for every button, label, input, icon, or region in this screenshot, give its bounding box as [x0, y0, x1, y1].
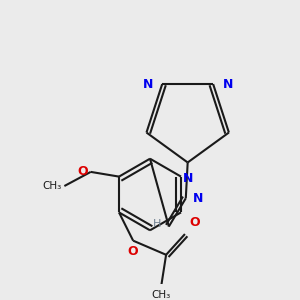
Text: CH₃: CH₃ — [42, 181, 62, 191]
Text: N: N — [182, 172, 193, 185]
Text: H: H — [153, 219, 161, 229]
Text: CH₃: CH₃ — [152, 290, 171, 300]
Text: O: O — [77, 165, 88, 178]
Text: O: O — [190, 216, 200, 230]
Text: N: N — [193, 192, 204, 205]
Text: N: N — [223, 78, 233, 91]
Text: O: O — [128, 245, 138, 258]
Text: N: N — [142, 78, 153, 91]
